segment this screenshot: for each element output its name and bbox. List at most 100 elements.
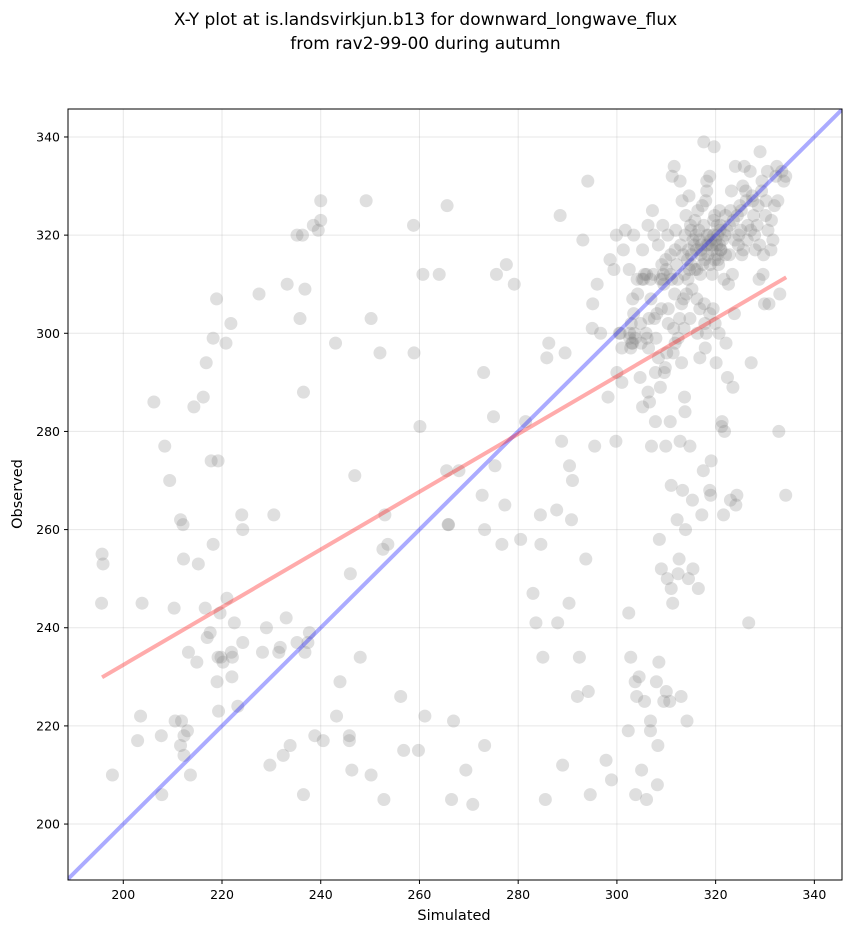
scatter-point — [519, 415, 533, 429]
scatter-point — [685, 282, 699, 296]
scatter-point — [581, 685, 595, 699]
scatter-point — [639, 326, 653, 340]
scatter-point — [642, 395, 656, 409]
scatter-point — [378, 508, 392, 522]
scatter-point — [348, 469, 362, 483]
scatter-point — [283, 739, 297, 753]
scatter-point — [728, 233, 742, 247]
scatter-point — [376, 542, 390, 556]
scatter-point — [759, 194, 773, 208]
scatter-point — [174, 513, 188, 527]
scatter-point — [624, 341, 638, 355]
scatter-point — [635, 272, 649, 286]
scatter-point — [672, 552, 686, 566]
scatter-point — [342, 734, 356, 748]
scatter-point — [590, 277, 604, 291]
scatter-point — [710, 238, 724, 252]
scatter-point — [581, 174, 595, 188]
scatter-point — [758, 208, 772, 222]
scatter-point — [752, 272, 766, 286]
scatter-point — [663, 267, 677, 281]
scatter-point — [731, 238, 745, 252]
scatter-point — [707, 213, 721, 227]
scatter-point — [177, 552, 191, 566]
scatter-point — [657, 694, 671, 708]
scatter-point — [180, 724, 194, 738]
scatter-point — [684, 248, 698, 262]
scatter-point — [648, 366, 662, 380]
scatter-point — [703, 307, 717, 321]
scatter-point — [705, 243, 719, 257]
scatter-point — [224, 645, 238, 659]
scatter-point — [638, 694, 652, 708]
scatter-point — [682, 189, 696, 203]
scatter-point — [495, 537, 509, 551]
scatter-point — [478, 739, 492, 753]
x-tick-label: 340 — [802, 887, 826, 902]
scatter-point — [477, 366, 491, 380]
scatter-point — [629, 788, 643, 802]
scatter-point — [333, 675, 347, 689]
scatter-point — [667, 159, 681, 173]
scatter-point — [618, 223, 632, 237]
scatter-point — [562, 596, 576, 610]
scatter-point — [692, 233, 706, 247]
scatter-point — [694, 238, 708, 252]
scatter-point — [716, 233, 730, 247]
scatter-point — [708, 316, 722, 330]
scatter-point — [779, 488, 793, 502]
scatter-point — [198, 601, 212, 615]
scatter-point — [758, 297, 772, 311]
scatter-point — [762, 297, 776, 311]
scatter-point — [724, 184, 738, 198]
scatter-point — [604, 773, 618, 787]
scatter-point — [733, 199, 747, 213]
scatter-point — [721, 277, 735, 291]
scatter-point — [612, 326, 626, 340]
scatter-point — [697, 218, 711, 232]
scatter-point — [697, 297, 711, 311]
scatter-point — [767, 199, 781, 213]
x-tick-label: 200 — [111, 887, 135, 902]
scatter-point — [432, 267, 446, 281]
scatter-point — [643, 724, 657, 738]
scatter-point — [677, 292, 691, 306]
scatter-point — [177, 748, 191, 762]
scatter-point — [210, 292, 224, 306]
scatter-point — [640, 793, 654, 807]
scatter-point — [634, 336, 648, 350]
scatter-point — [296, 385, 310, 399]
scatter-point — [397, 743, 411, 757]
scatter-point — [690, 326, 704, 340]
scatter-point — [700, 228, 714, 242]
y-axis-label: Observed — [10, 459, 26, 529]
scatter-point — [654, 302, 668, 316]
scatter-point — [747, 208, 761, 222]
scatter-point — [678, 405, 692, 419]
scatter-point — [272, 645, 286, 659]
scatter-point — [279, 611, 293, 625]
scatter-point — [290, 228, 304, 242]
scatter-point — [314, 194, 328, 208]
scatter-point — [689, 228, 703, 242]
scatter-point — [686, 562, 700, 576]
scatter-point — [691, 204, 705, 218]
scatter-point — [713, 204, 727, 218]
scatter-point — [252, 287, 266, 301]
scatter-point — [529, 616, 543, 630]
scatter-point — [459, 763, 473, 777]
scatter-point — [753, 145, 767, 159]
scatter-point — [719, 248, 733, 262]
scatter-point — [713, 223, 727, 237]
scatter-point — [666, 596, 680, 610]
grid — [68, 109, 842, 880]
scatter-point — [498, 498, 512, 512]
scatter-point — [744, 223, 758, 237]
scatter-point — [636, 400, 650, 414]
scatter-point — [220, 591, 234, 605]
scatter-point — [649, 331, 663, 345]
chart-title: X-Y plot at is.landsvirkjun.b13 for down… — [0, 8, 851, 56]
scatter-point — [210, 675, 224, 689]
scatter-point — [742, 616, 756, 630]
scatter-point — [276, 748, 290, 762]
